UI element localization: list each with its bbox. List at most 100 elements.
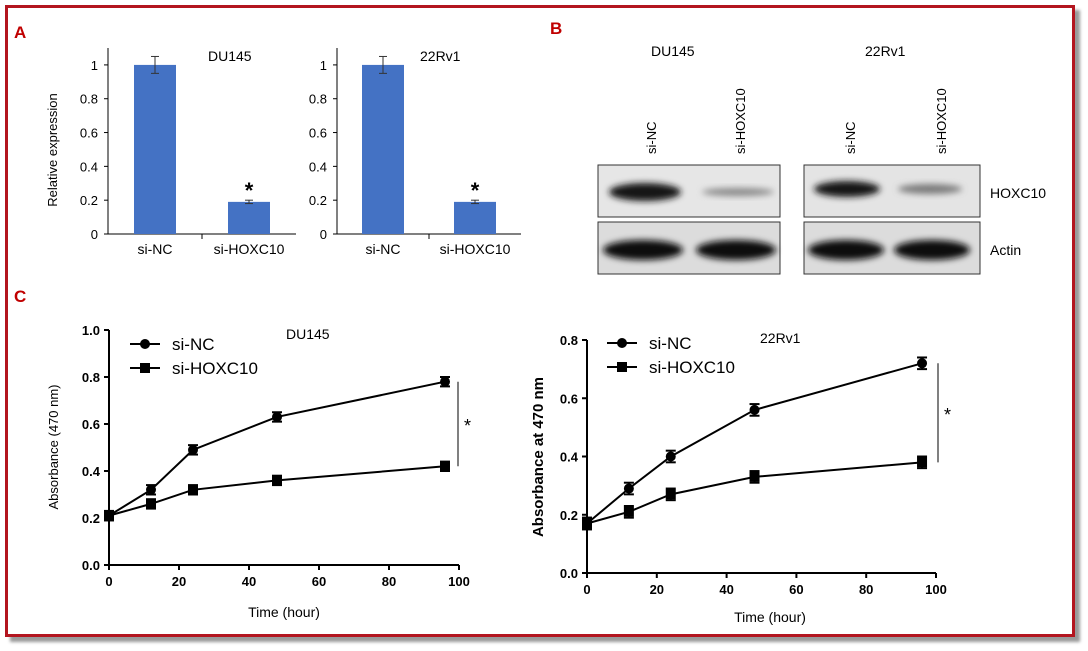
y-tick-label: 0.8 [309,92,327,107]
y-tick-label: 0.8 [82,370,100,385]
y-tick-label: 0.4 [82,464,101,479]
x-tick-label: 100 [925,582,947,597]
y-tick-label: 0.4 [309,159,327,174]
panel-label-a: A [14,23,26,42]
bar-chart-du145: DU145 Relative expression 0 0.2 0.4 0.6 0.8 1… [45,48,296,257]
western-blot: DU145 22Rv1 si-NC si-HOXC10 si-NC si-HOX… [597,43,1046,275]
blot-lane-label: si-HOXC10 [733,88,748,154]
y-tick-label: 0.8 [80,92,98,107]
panel-label-c: C [14,287,26,306]
significance-star: * [464,416,471,436]
x-tick-label: si-NC [366,241,401,257]
x-axis-label: Time (hour) [248,604,320,620]
panel-label-b: B [550,19,562,38]
blot-protein-label-actin: Actin [990,242,1021,258]
point-square [104,510,114,521]
point-square [917,457,928,468]
x-tick-label: 0 [583,582,590,597]
y-tick-label: 0.6 [309,126,327,141]
line-chart-title: DU145 [286,326,330,342]
x-tick-label: 40 [242,574,256,589]
point-circle [665,451,676,462]
y-tick-label: 1 [91,58,98,73]
series-line [108,380,446,517]
blot-band [898,184,962,194]
series-line [586,362,923,525]
x-tick-label: 80 [382,574,396,589]
point-square [749,471,760,482]
x-tick-label: 80 [859,582,873,597]
y-tick-label: 0.0 [82,558,100,573]
y-tick-label: 0.2 [82,511,100,526]
blot-band [702,188,774,196]
point-circle [623,483,634,494]
x-tick-label: si-HOXC10 [440,241,511,257]
point-square [188,484,198,495]
point-square [623,506,634,517]
y-tick-label: 1.0 [82,323,100,338]
blot-band [814,181,880,197]
bar [362,64,404,234]
significance-star: * [944,405,951,425]
bar-chart-title: DU145 [208,48,252,64]
y-tick-label: 0 [320,227,327,242]
legend-label: si-HOXC10 [649,358,735,377]
y-tick-label: 0.4 [560,450,579,465]
blot-lane-label: si-NC [644,122,659,155]
legend-marker-square [140,363,150,373]
legend-label: si-NC [172,335,215,354]
y-tick-label: 0.8 [560,333,578,348]
point-circle [188,444,198,455]
x-tick-label: si-HOXC10 [214,241,285,257]
legend-label: si-HOXC10 [172,359,258,378]
significance-star: * [245,178,254,203]
y-axis-label: Absorbance (470 nm) [46,384,61,509]
y-tick-label: 0.2 [80,193,98,208]
legend-marker-circle [140,339,150,349]
point-square [146,498,156,509]
line-chart-title: 22Rv1 [760,330,801,346]
y-axis-label: Relative expression [45,93,60,206]
legend-label: si-NC [649,334,692,353]
point-square [665,489,676,500]
point-square [272,475,282,486]
y-tick-label: 0.2 [560,508,578,523]
blot-lane-label: si-HOXC10 [934,88,949,154]
y-tick-label: 0.2 [309,193,327,208]
x-tick-label: 40 [719,582,733,597]
blot-protein-label-hoxc10: HOXC10 [990,185,1046,201]
significance-star: * [471,178,480,203]
x-tick-label: 20 [172,574,186,589]
y-tick-label: 0.6 [82,417,100,432]
blot-band [609,183,681,201]
point-circle [272,411,282,422]
y-tick-label: 1 [320,58,327,73]
x-tick-label: 100 [448,574,470,589]
blot-cell-line-du145: DU145 [651,43,695,59]
y-tick-label: 0 [91,227,98,242]
x-tick-label: 60 [789,582,803,597]
bar [454,201,496,234]
bar [228,201,270,234]
bar-chart-title: 22Rv1 [420,48,461,64]
series-line [108,465,446,517]
blot-cell-line-22rv1: 22Rv1 [865,43,906,59]
y-tick-label: 0.4 [80,159,98,174]
x-axis-label: Time (hour) [734,609,806,625]
point-circle [749,404,760,415]
blot-lane-label: si-NC [843,122,858,155]
line-chart-du145: DU145 Absorbance (470 nm) Time (hour) 0.… [46,323,471,620]
legend-marker-circle [617,338,627,348]
bar [134,64,176,234]
point-circle [440,376,450,387]
y-axis-label: Absorbance at 470 nm [530,377,547,537]
x-tick-label: 60 [312,574,326,589]
blot-band [808,240,884,260]
x-tick-label: si-NC [138,241,173,257]
y-tick-label: 0.6 [80,126,98,141]
line-chart-22rv1: 22Rv1 Absorbance at 470 nm Time (hour) 0… [530,330,951,625]
bar-chart-22rv1: 22Rv1 0 0.2 0.4 0.6 0.8 1 si-NC * si-HOXC10 [309,48,521,257]
point-square [582,518,592,529]
figure-frame [5,5,1075,637]
